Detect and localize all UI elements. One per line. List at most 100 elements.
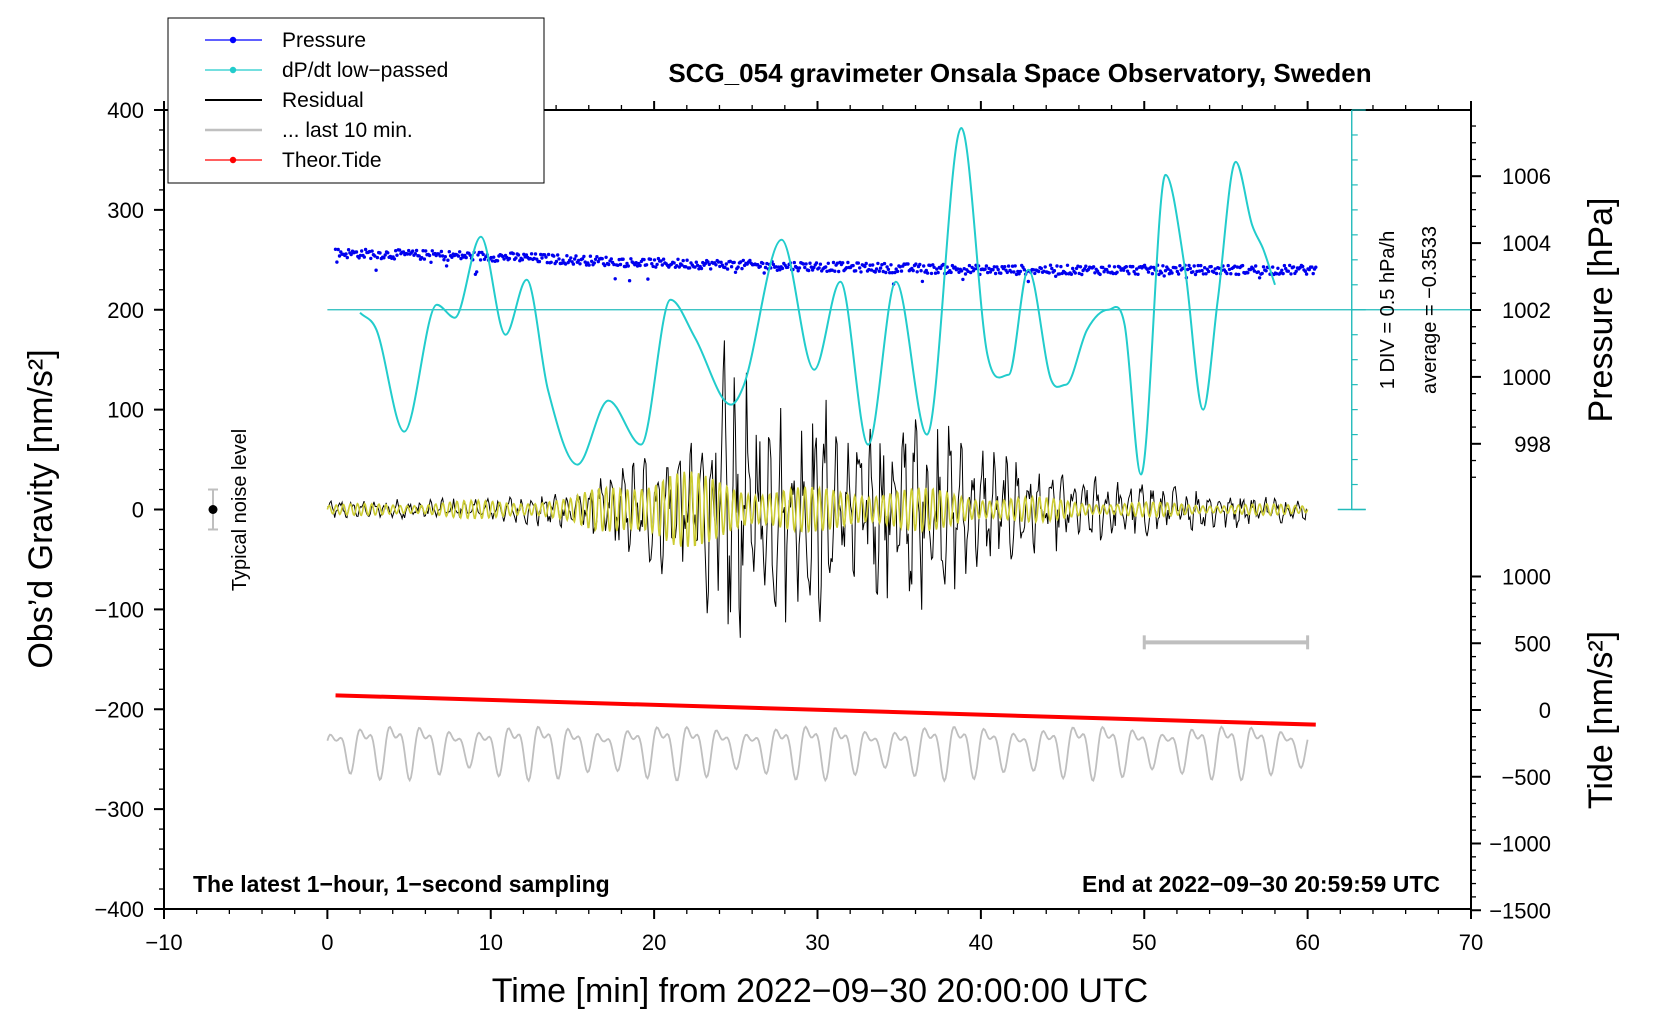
pressure-point — [733, 270, 738, 274]
pressure-point — [792, 260, 796, 265]
pressure-point — [969, 270, 973, 275]
pressure-point — [456, 254, 461, 258]
pressure-point — [851, 263, 855, 268]
pressure-point — [724, 262, 728, 266]
pressure-point — [1111, 271, 1115, 276]
pressure-point — [736, 265, 740, 269]
pressure-point — [516, 253, 521, 257]
pressure-point — [984, 264, 989, 268]
pressure-point — [1106, 270, 1110, 274]
pressure-point — [593, 257, 598, 261]
pressure-point — [1055, 264, 1059, 268]
pressure-point — [444, 264, 449, 268]
pressure-point — [573, 257, 577, 261]
pressure-point — [1227, 267, 1232, 272]
pressure-point — [401, 250, 406, 254]
pressure-point — [1043, 265, 1047, 269]
pressure-point — [796, 269, 800, 273]
pressure-point — [450, 255, 454, 259]
pressure-point — [363, 247, 368, 252]
pressure-point — [869, 268, 874, 272]
pressure-point — [1212, 270, 1216, 274]
pressure-point — [1213, 267, 1217, 271]
pressure-point — [655, 262, 659, 267]
pressure-point — [533, 252, 538, 256]
pressure-point — [532, 256, 536, 261]
x-tick-label: −10 — [145, 930, 182, 955]
pressure-point — [992, 265, 996, 269]
pressure-point — [1006, 264, 1011, 268]
pressure-point — [378, 251, 382, 255]
pressure-tick-label: 1006 — [1502, 164, 1551, 189]
pressure-point — [567, 258, 572, 263]
pressure-point — [627, 279, 632, 283]
pressure-point — [991, 268, 995, 272]
pressure-point — [481, 252, 485, 257]
pressure-point — [1303, 269, 1308, 273]
pressure-point — [1174, 266, 1178, 270]
pressure-point — [354, 250, 359, 254]
pressure-point — [374, 268, 378, 272]
pressure-point — [970, 265, 974, 270]
pressure-point — [600, 257, 604, 261]
pressure-point — [612, 262, 616, 267]
pressure-point — [959, 269, 964, 273]
pressure-point — [758, 264, 762, 269]
pressure-point — [395, 253, 399, 257]
pressure-point — [1047, 271, 1051, 275]
pressure-point — [914, 262, 918, 266]
pressure-point — [574, 254, 578, 258]
pressure-point — [1274, 272, 1279, 276]
pressure-point — [880, 263, 884, 267]
pressure-point — [874, 267, 879, 271]
pressure-point — [495, 259, 500, 263]
pressure-point — [524, 253, 529, 257]
pressure-point — [502, 257, 506, 261]
pressure-point — [1311, 271, 1315, 276]
pressure-point — [814, 261, 819, 265]
pressure-point — [1252, 269, 1257, 273]
pressure-point — [723, 265, 727, 270]
pressure-point — [458, 250, 462, 254]
pressure-point — [1136, 272, 1140, 276]
pressure-point — [1204, 272, 1208, 276]
pressure-point — [680, 263, 684, 267]
pressure-point — [831, 260, 836, 265]
pressure-point — [446, 258, 450, 262]
pressure-point — [756, 263, 760, 267]
y-tick-label: 100 — [107, 398, 144, 423]
pressure-point — [438, 254, 442, 258]
pressure-point — [807, 268, 811, 273]
pressure-point — [621, 257, 625, 261]
pressure-point — [1276, 266, 1280, 270]
pressure-point — [1050, 266, 1054, 271]
pressure-point — [646, 277, 650, 281]
pressure-point — [507, 256, 512, 261]
pressure-point — [677, 265, 681, 269]
pressure-point — [370, 249, 374, 253]
pressure-point — [835, 261, 840, 265]
pressure-point — [973, 267, 977, 271]
pressure-point — [945, 265, 949, 269]
pressure-point — [429, 260, 433, 264]
pressure-point — [725, 267, 730, 271]
noise-level-dot — [208, 505, 218, 514]
pressure-point — [427, 253, 432, 258]
pressure-series — [333, 247, 1318, 286]
pressure-point — [514, 256, 518, 260]
pressure-point — [778, 268, 782, 272]
pressure-point — [1261, 265, 1266, 269]
pressure-point — [776, 265, 781, 269]
pressure-point — [392, 257, 397, 261]
pressure-point — [864, 261, 868, 266]
pressure-point — [1112, 265, 1117, 269]
pressure-point — [464, 255, 468, 260]
pressure-point — [492, 255, 496, 259]
pressure-point — [626, 264, 630, 268]
pressure-point — [694, 260, 698, 264]
pressure-point — [1082, 267, 1087, 271]
pressure-point — [528, 256, 532, 261]
pressure-point — [719, 260, 723, 264]
pressure-point — [1107, 264, 1112, 268]
pressure-point — [1209, 264, 1213, 269]
